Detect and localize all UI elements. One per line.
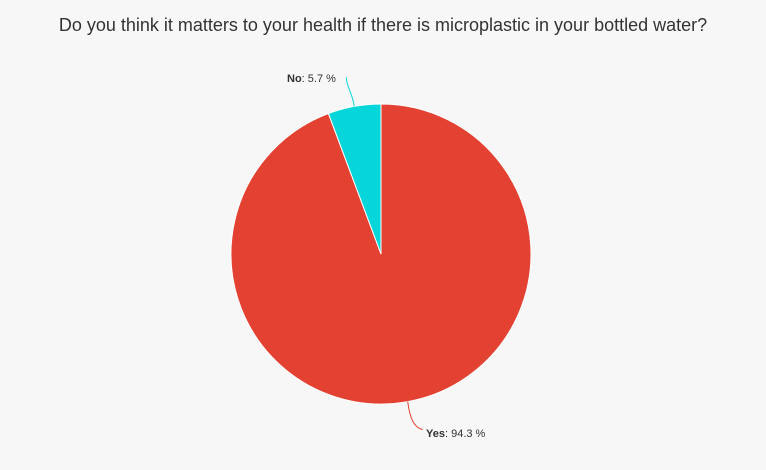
label-no: No: 5.7 % [287, 73, 336, 85]
connector-no [345, 77, 355, 107]
label-no-name: No [287, 73, 302, 85]
label-yes-name: Yes [426, 428, 445, 440]
label-yes: Yes: 94.3 % [426, 428, 486, 440]
label-yes-value: : 94.3 % [445, 428, 486, 440]
chart-title: Do you think it matters to your health i… [58, 15, 708, 35]
pie-slice-no [327, 103, 382, 255]
label-connectors [345, 77, 423, 431]
connector-yes [407, 401, 423, 431]
label-no-value: : 5.7 % [302, 73, 336, 85]
pie-slices [230, 103, 532, 405]
